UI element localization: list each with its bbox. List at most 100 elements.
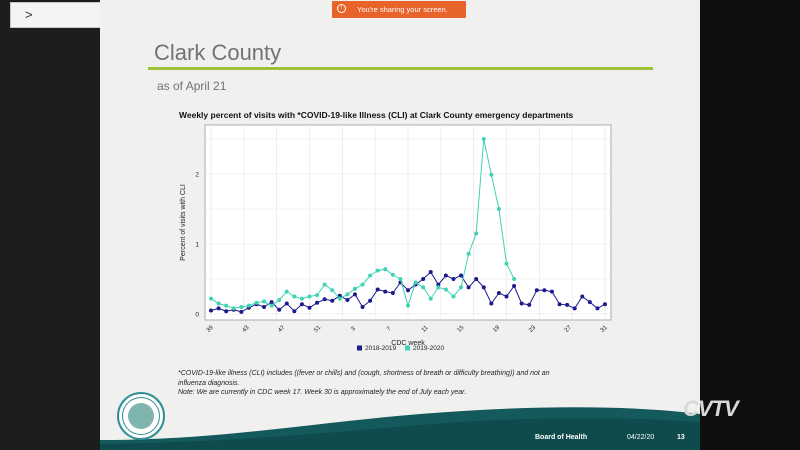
slide-title: Clark County <box>154 40 282 65</box>
data-point <box>504 294 509 299</box>
data-point <box>322 282 327 287</box>
data-point <box>489 172 494 177</box>
chart-title: Weekly percent of visits with *COVID-19-… <box>179 110 574 120</box>
screen-share-banner[interactable]: ! You're sharing your screen. <box>332 1 466 18</box>
data-point <box>322 297 327 302</box>
data-point <box>246 303 251 308</box>
data-point <box>299 296 304 301</box>
data-point <box>436 282 441 287</box>
data-point <box>337 296 342 301</box>
cvtv-watermark-logo: CVTV <box>683 396 739 421</box>
data-point <box>512 277 517 281</box>
data-point <box>436 285 441 290</box>
data-point <box>383 267 388 272</box>
footer-org: Board of Health <box>535 434 588 441</box>
data-point <box>262 299 267 304</box>
data-point <box>459 273 464 278</box>
clark-county-seal <box>117 392 165 440</box>
data-point <box>406 303 410 308</box>
data-point <box>284 301 289 306</box>
x-tick-label: 51 <box>313 324 322 333</box>
data-point <box>443 273 448 278</box>
data-point <box>307 305 312 310</box>
data-point <box>542 288 547 293</box>
data-point <box>375 268 380 273</box>
data-point <box>587 300 592 305</box>
x-tick-label: 23 <box>528 324 537 333</box>
data-point <box>360 305 365 309</box>
data-point <box>269 300 274 305</box>
footnote-line: Note: We are currently in CDC week 17. W… <box>178 389 467 396</box>
legend-label: 2019-2020 <box>413 345 444 352</box>
data-point <box>595 306 600 311</box>
data-point <box>262 305 267 309</box>
y-tick-label: 1 <box>195 242 199 249</box>
data-point <box>496 291 501 295</box>
data-point <box>406 288 410 293</box>
data-point <box>307 294 312 299</box>
data-point <box>209 296 213 301</box>
data-point <box>299 302 304 307</box>
legend-swatch <box>405 345 410 351</box>
data-point <box>527 302 532 307</box>
data-point <box>496 207 501 211</box>
data-point <box>209 308 213 313</box>
data-point <box>504 261 509 266</box>
x-tick-label: 11 <box>421 325 430 334</box>
data-point <box>254 300 259 305</box>
data-point <box>345 292 350 297</box>
data-point <box>534 288 539 293</box>
footer-wave <box>100 407 700 450</box>
x-tick-label: 31 <box>600 324 609 333</box>
data-point <box>231 306 236 311</box>
data-point <box>451 294 456 299</box>
data-point <box>216 306 221 311</box>
data-point <box>466 251 471 256</box>
x-tick-label: 43 <box>242 324 251 333</box>
data-point <box>345 298 350 302</box>
x-tick-label: 15 <box>457 324 466 333</box>
data-point <box>315 293 320 298</box>
data-point <box>277 307 282 312</box>
right-dark-pane <box>700 0 800 450</box>
slide-number: 13 <box>677 434 685 441</box>
x-tick-label: 39 <box>206 324 215 333</box>
data-point <box>421 285 426 290</box>
data-point <box>549 289 554 294</box>
data-point <box>481 285 486 290</box>
footnote-line: influenza diagnosis. <box>178 379 240 387</box>
data-point <box>292 309 297 314</box>
info-icon: ! <box>337 4 346 13</box>
y-axis-label: Percent of visits with CLI <box>180 184 187 261</box>
x-axis-label: CDC week <box>391 340 425 347</box>
data-point <box>390 291 395 295</box>
data-point <box>330 288 335 293</box>
chevron-right-icon[interactable]: > <box>25 7 33 22</box>
data-point <box>352 292 357 297</box>
data-point <box>565 302 570 307</box>
data-point <box>474 231 479 236</box>
data-point <box>443 287 448 292</box>
data-point <box>603 302 607 307</box>
data-point <box>512 284 517 288</box>
data-point <box>269 303 274 308</box>
data-point <box>277 298 282 302</box>
data-point <box>224 309 229 314</box>
footnote: *COVID-19-like illness (CLI) includes ((… <box>178 369 648 398</box>
data-point <box>216 301 221 306</box>
data-point <box>360 282 365 287</box>
data-point <box>330 298 335 303</box>
data-point <box>519 301 524 306</box>
data-point <box>466 285 471 290</box>
footer-date: 04/22/20 <box>627 434 655 441</box>
data-point <box>428 270 433 274</box>
left-dark-pane <box>0 0 100 450</box>
x-tick-label: 7 <box>386 326 393 333</box>
data-point <box>368 298 373 303</box>
x-tick-label: 3 <box>350 326 357 333</box>
data-point <box>292 294 297 299</box>
data-point <box>489 301 494 306</box>
y-tick-label: 2 <box>195 172 199 179</box>
x-tick-label: 19 <box>492 324 501 333</box>
data-point <box>352 286 357 291</box>
